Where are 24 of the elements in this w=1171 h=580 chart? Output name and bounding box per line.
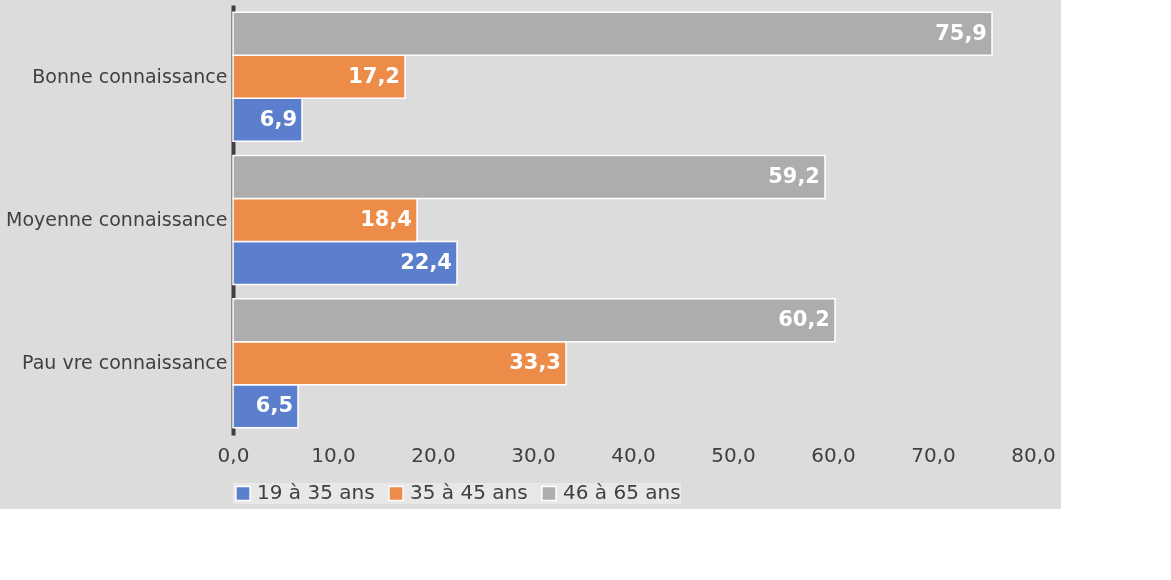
x-tick-label: 60,0 (811, 442, 856, 467)
x-tick-label: 0,0 (217, 442, 250, 467)
y-tick-label: Pau vre connaissance (22, 351, 228, 374)
data-label: 33,3 (509, 350, 561, 375)
legend-label: 35 à 45 ans (410, 480, 528, 505)
x-tick-label: 50,0 (711, 442, 756, 467)
y-tick-label: Moyenne connaissance (6, 208, 228, 230)
data-label: 22,4 (400, 250, 452, 274)
legend-label: 19 à 35 ans (257, 480, 375, 505)
x-tick-label: 10,0 (311, 442, 356, 467)
x-tick-label: 80,0 (1011, 442, 1056, 467)
data-label: 60,2 (778, 307, 830, 332)
x-tick-label: 30,0 (511, 442, 556, 467)
data-label: 75,9 (935, 20, 987, 45)
legend-label: 46 à 65 ans (563, 480, 681, 505)
data-label: 6,9 (259, 106, 297, 131)
x-tick-label: 20,0 (411, 442, 456, 467)
data-label: 59,2 (768, 164, 820, 188)
data-label: 17,2 (348, 63, 400, 88)
y-tick-label: Bonne connaissance (32, 64, 228, 87)
data-label: 6,5 (255, 393, 293, 418)
data-label: 18,4 (360, 207, 412, 231)
x-tick-label: 70,0 (911, 442, 956, 467)
x-tick-label: 40,0 (611, 442, 656, 467)
